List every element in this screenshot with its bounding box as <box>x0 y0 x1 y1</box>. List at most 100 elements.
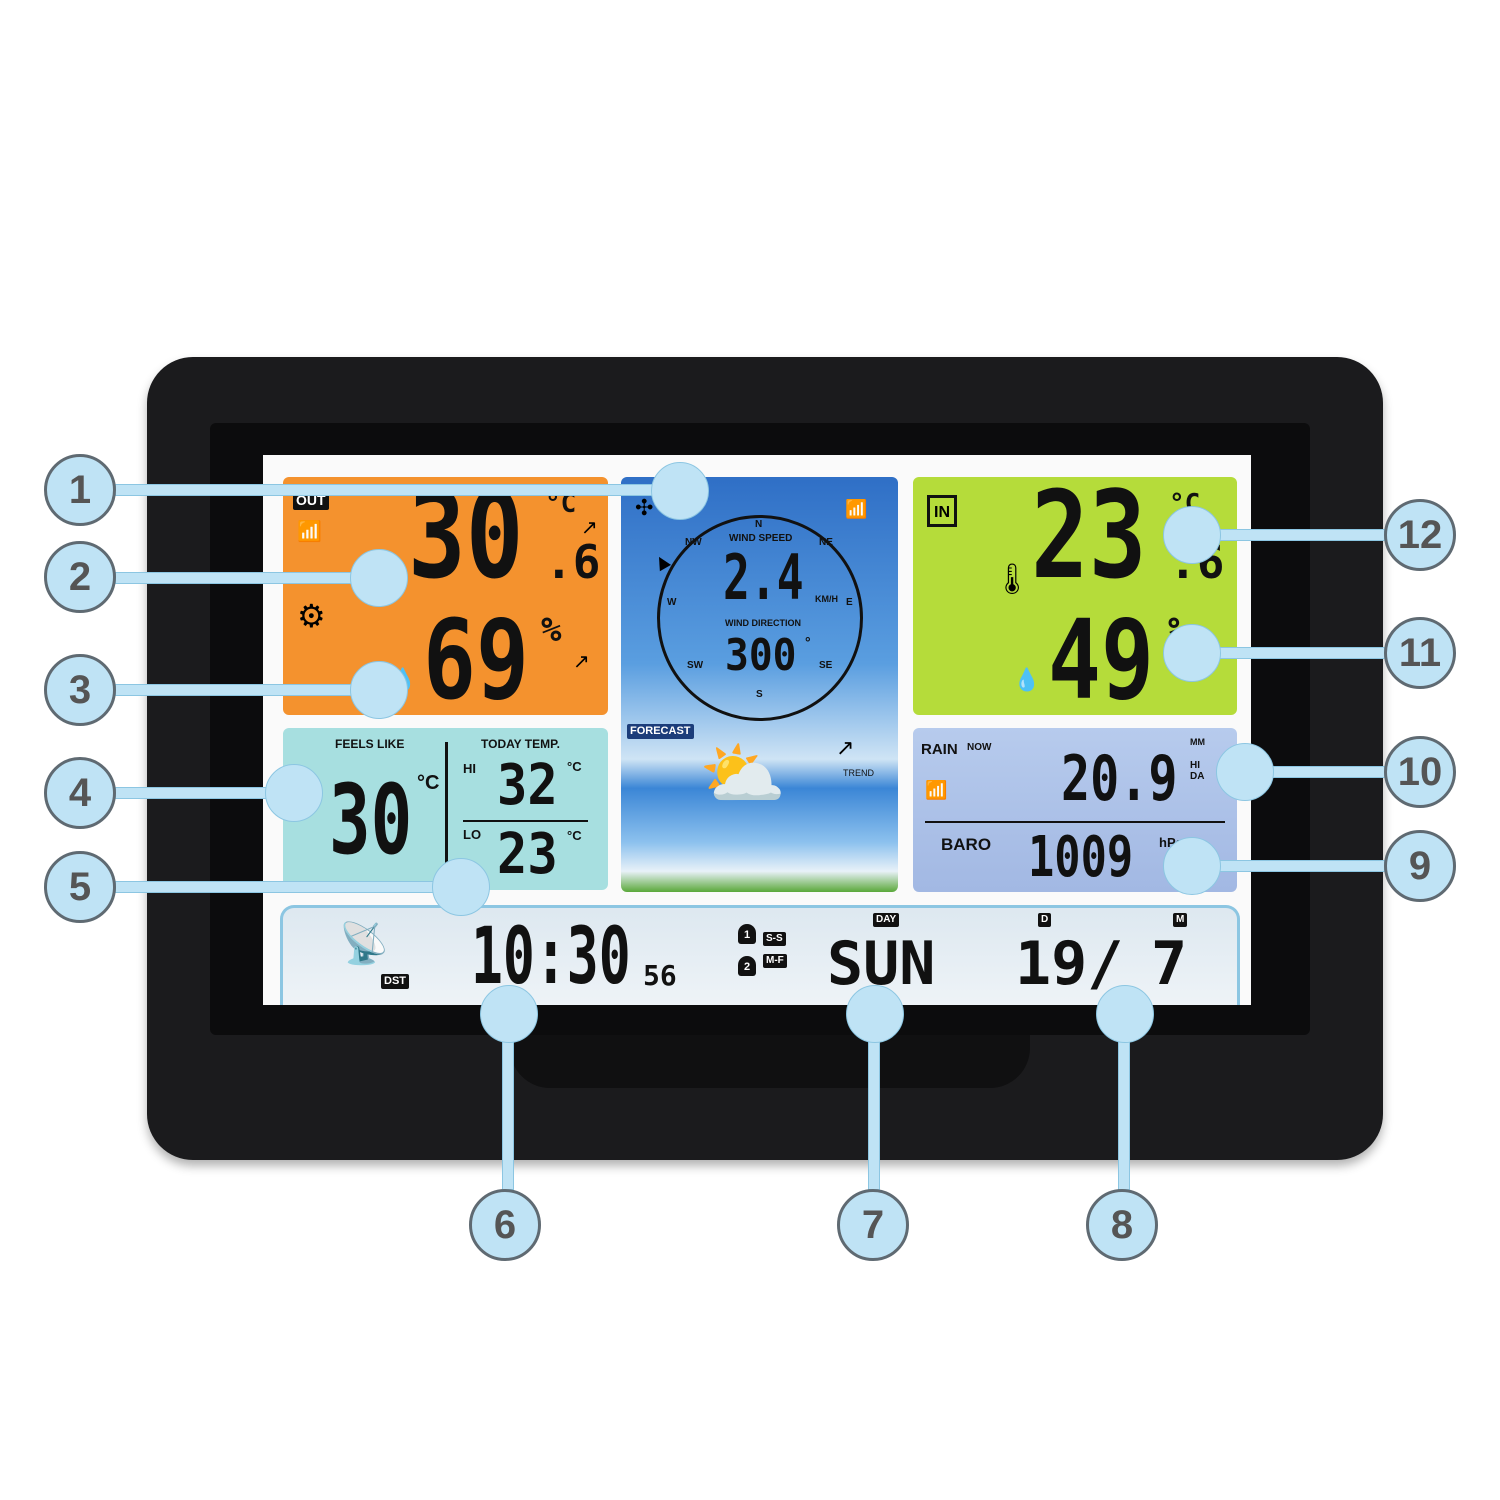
lo-label: LO <box>463 827 482 842</box>
rain-unit: MM <box>1190 737 1205 747</box>
compass-n: N <box>755 519 763 530</box>
hi-label: HI <box>463 761 476 776</box>
wind-direction-label: WIND DIRECTION <box>725 618 801 628</box>
compass-s: S <box>756 689 763 700</box>
callout-line-2 <box>115 572 375 584</box>
callout-11: 11 <box>1384 617 1456 689</box>
rain-label: RAIN <box>921 741 958 758</box>
callout-6: 6 <box>469 1189 541 1261</box>
trend-up-icon: ↗ <box>573 651 590 673</box>
divider <box>925 821 1225 823</box>
compass-e: E <box>846 597 853 608</box>
lo-unit: °C <box>567 828 582 843</box>
alarm-2-days: M-F <box>763 954 787 968</box>
callout-line-3 <box>115 684 375 696</box>
wind-direction-value: 300 <box>725 630 797 681</box>
today-lo-value: 23 <box>497 822 558 887</box>
wifi-icon: 📶 <box>925 780 948 800</box>
alarm-2-number: 2 <box>743 961 751 973</box>
date-day: 19/ <box>1015 929 1124 999</box>
date-month-label: M <box>1173 913 1188 927</box>
alarm-1-number: 1 <box>743 929 751 941</box>
rain-period: HI DA <box>1190 760 1205 782</box>
rain-now-label: NOW <box>967 742 992 753</box>
compass-se: SE <box>819 660 833 671</box>
trend-arrow-icon: ↗ <box>836 735 855 760</box>
callout-target-6 <box>480 985 538 1043</box>
callout-5: 5 <box>44 851 116 923</box>
trend-label: TREND <box>843 768 874 778</box>
feels-like-value: 30 <box>329 764 413 876</box>
compass-w: W <box>667 597 677 608</box>
callout-target-12 <box>1163 506 1221 564</box>
wind-speed-unit: KM/H <box>815 594 838 604</box>
wind-forecast-panel: ✣ 📶 N NE E SE S SW W NW ▲ WIND SPEED 2.4… <box>621 477 898 892</box>
callout-target-8 <box>1096 985 1154 1043</box>
forecast-tag: FORECAST <box>627 724 694 740</box>
outdoor-temperature: 30 <box>408 477 524 606</box>
today-hi-value: 32 <box>497 753 558 818</box>
wifi-icon: 📶 <box>297 521 322 543</box>
compass-ring <box>657 515 863 721</box>
wind-speed-label: WIND SPEED <box>729 533 793 544</box>
outdoor-temperature-decimal: .6 <box>545 535 601 589</box>
forecast-sun-cloud-icon: ⛅ <box>699 735 787 813</box>
trend-up-icon: ↗ <box>581 517 598 539</box>
callout-target-1 <box>651 462 709 520</box>
callout-8: 8 <box>1086 1189 1158 1261</box>
indoor-humidity: 49 <box>1048 596 1154 715</box>
day-of-week: SUN <box>827 929 936 999</box>
device-stand <box>510 1030 1030 1088</box>
humidity-drop-icon: 💧 <box>1013 667 1041 692</box>
compass-sw: SW <box>687 660 704 671</box>
callout-target-5 <box>432 858 490 916</box>
compass-nw: NW <box>685 537 702 548</box>
outdoor-panel: OUT 📶 ⚙ 30 .6 °C ↗ 69 % ↗ 💧 <box>283 477 608 715</box>
baro-label: BARO <box>941 835 992 854</box>
hi-unit: °C <box>567 759 582 774</box>
wifi-icon: 📶 <box>845 499 868 519</box>
callout-line-1 <box>115 484 680 496</box>
feels-like-unit: °C <box>417 772 440 794</box>
alarm-bell-2-icon: 2 <box>738 956 756 976</box>
callout-4: 4 <box>44 757 116 829</box>
thermometer-icon: 🌡 <box>993 563 1032 596</box>
day-label: DAY <box>873 913 900 927</box>
indoor-temperature: 23 <box>1031 477 1147 606</box>
callout-line-4 <box>115 787 285 799</box>
callout-target-11 <box>1163 624 1221 682</box>
callout-target-9 <box>1163 837 1221 895</box>
callout-target-4 <box>265 764 323 822</box>
home-in-icon: IN <box>927 495 957 527</box>
clock-time: 10:30 <box>471 912 631 1002</box>
callout-2: 2 <box>44 541 116 613</box>
callout-target-7 <box>846 985 904 1043</box>
feels-like-label: FEELS LIKE <box>335 737 405 751</box>
callout-target-10 <box>1216 743 1274 801</box>
outdoor-humidity-unit: % <box>541 610 562 650</box>
alarm-bell-1-icon: 1 <box>738 924 756 944</box>
clock-seconds: 56 <box>643 959 677 992</box>
anemometer-icon: ✣ <box>635 495 654 520</box>
callout-target-3 <box>350 661 408 719</box>
clock-bar: 📡 DST 10:30 56 1 S-S 2 M-F DAY SUN D 19/… <box>280 905 1240 1005</box>
compass-ne: NE <box>819 537 833 548</box>
radio-signal-icon: 📡 <box>339 922 389 966</box>
outdoor-humidity: 69 <box>423 596 529 715</box>
callout-9: 9 <box>1384 830 1456 902</box>
callout-3: 3 <box>44 654 116 726</box>
callout-10: 10 <box>1384 736 1456 808</box>
date-day-label: D <box>1038 913 1052 927</box>
today-temp-label: TODAY TEMP. <box>481 737 560 751</box>
feels-like-panel: FEELS LIKE 30 °C TODAY TEMP. HI 32 °C LO… <box>283 728 608 890</box>
divider <box>445 742 448 882</box>
wind-speed-value: 2.4 <box>723 541 804 614</box>
weather-sensor-icon: ⚙ <box>297 598 326 634</box>
callout-target-2 <box>350 549 408 607</box>
baro-value: 1009 <box>1028 825 1134 890</box>
callout-12: 12 <box>1384 499 1456 571</box>
divider <box>463 820 588 822</box>
date-month: 7 <box>1151 929 1188 999</box>
dst-tag: DST <box>381 974 409 990</box>
callout-line-5 <box>115 881 455 893</box>
